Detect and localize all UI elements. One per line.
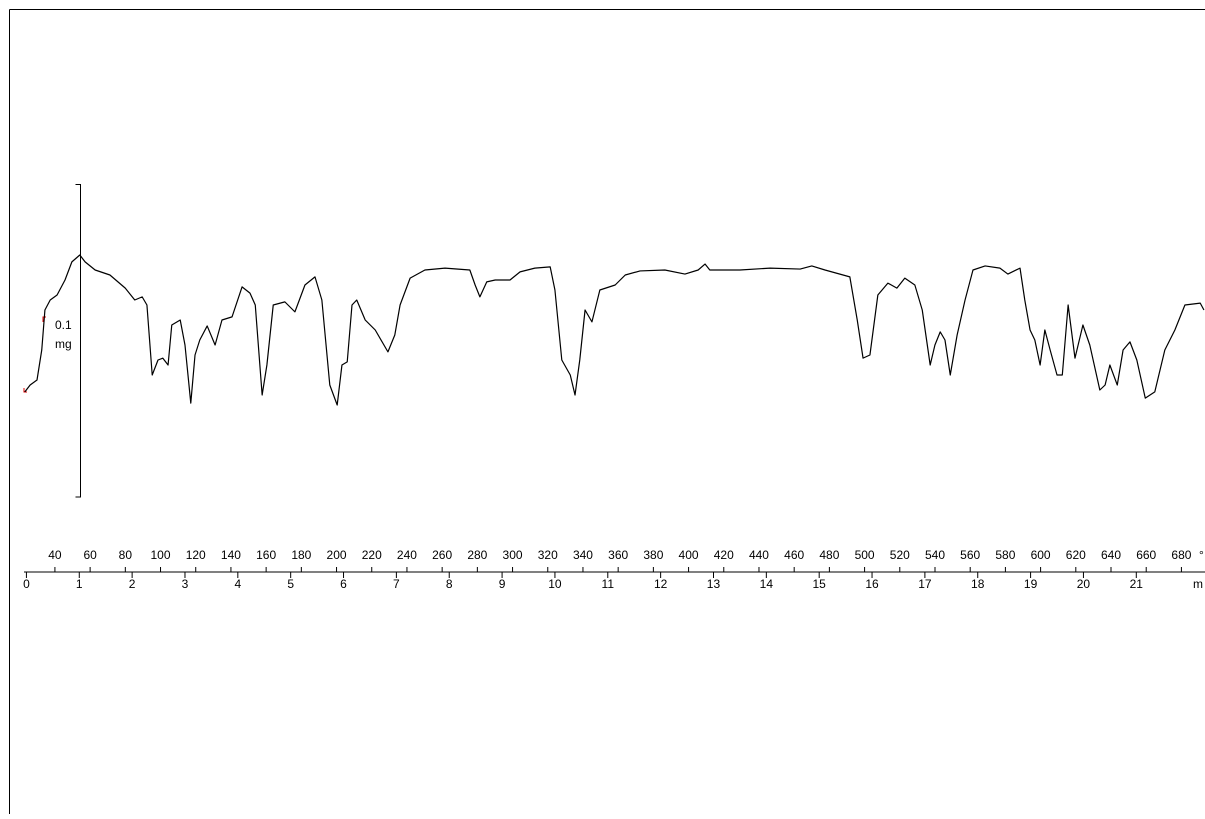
scale-bar-unit: mg: [55, 337, 72, 351]
x-tick-label: 0: [23, 577, 30, 591]
x2-tick-label: 180: [291, 548, 311, 562]
x2-tick-label: 580: [995, 548, 1015, 562]
x-tick-label: 15: [813, 577, 827, 591]
x-tick-label: 1: [76, 577, 83, 591]
data-line: [24, 254, 1205, 406]
x2-tick-label: 340: [573, 548, 593, 562]
x-tick-label: 20: [1077, 577, 1091, 591]
x2-tick-label: 100: [151, 548, 171, 562]
x2-tick-label: 620: [1066, 548, 1086, 562]
x2-tick-label: 300: [503, 548, 523, 562]
x-tick-label: 8: [446, 577, 453, 591]
x2-tick-label: 220: [362, 548, 382, 562]
x2-tick-label: 640: [1101, 548, 1121, 562]
x2-unit: °: [1199, 548, 1204, 562]
x-tick-label: 11: [602, 577, 615, 591]
x2-tick-label: 420: [714, 548, 734, 562]
x2-tick-label: 380: [643, 548, 663, 562]
start-marker: [23, 388, 27, 393]
x2-tick-label: 40: [48, 548, 62, 562]
x2-tick-label: 60: [83, 548, 97, 562]
x-tick-label: 18: [971, 577, 985, 591]
x2-tick-label: 280: [467, 548, 487, 562]
x2-tick-label: 320: [538, 548, 558, 562]
x2-tick-label: 120: [186, 548, 206, 562]
x2-tick-label: 560: [960, 548, 980, 562]
x2-tick-label: 480: [819, 548, 839, 562]
x-unit: m: [1193, 577, 1203, 591]
x-tick-label: 4: [234, 577, 241, 591]
x2-tick-label: 80: [119, 548, 133, 562]
x2-tick-label: 260: [432, 548, 452, 562]
x2-tick-label: 360: [608, 548, 628, 562]
x-tick-label: 5: [287, 577, 294, 591]
x2-tick-label: 680: [1171, 548, 1191, 562]
x2-tick-label: 160: [256, 548, 276, 562]
x2-tick-label: 240: [397, 548, 417, 562]
scale-bar-label: 0.1: [55, 318, 72, 332]
x2-tick-label: 140: [221, 548, 241, 562]
x-tick-label: 2: [129, 577, 136, 591]
x2-tick-label: 600: [1031, 548, 1051, 562]
x2-tick-label: 540: [925, 548, 945, 562]
x-tick-label: 17: [918, 577, 932, 591]
x-tick-label: 7: [393, 577, 400, 591]
x-tick-label: 9: [499, 577, 506, 591]
x2-tick-label: 500: [855, 548, 875, 562]
x2-tick-label: 660: [1136, 548, 1156, 562]
x-tick-label: 19: [1024, 577, 1038, 591]
x-tick-label: 12: [654, 577, 668, 591]
x-tick-label: 21: [1130, 577, 1144, 591]
start-marker: [42, 316, 46, 322]
x-tick-label: 16: [865, 577, 879, 591]
x-tick-label: 10: [548, 577, 562, 591]
x2-tick-label: 200: [327, 548, 347, 562]
x-tick-label: 3: [182, 577, 189, 591]
x-tick-label: 13: [707, 577, 721, 591]
x2-tick-label: 440: [749, 548, 769, 562]
x2-tick-label: 520: [890, 548, 910, 562]
x-tick-label: 14: [760, 577, 774, 591]
scale-bar: [75, 184, 81, 498]
x2-tick-label: 400: [679, 548, 699, 562]
x2-tick-label: 460: [784, 548, 804, 562]
x-tick-label: 6: [340, 577, 347, 591]
